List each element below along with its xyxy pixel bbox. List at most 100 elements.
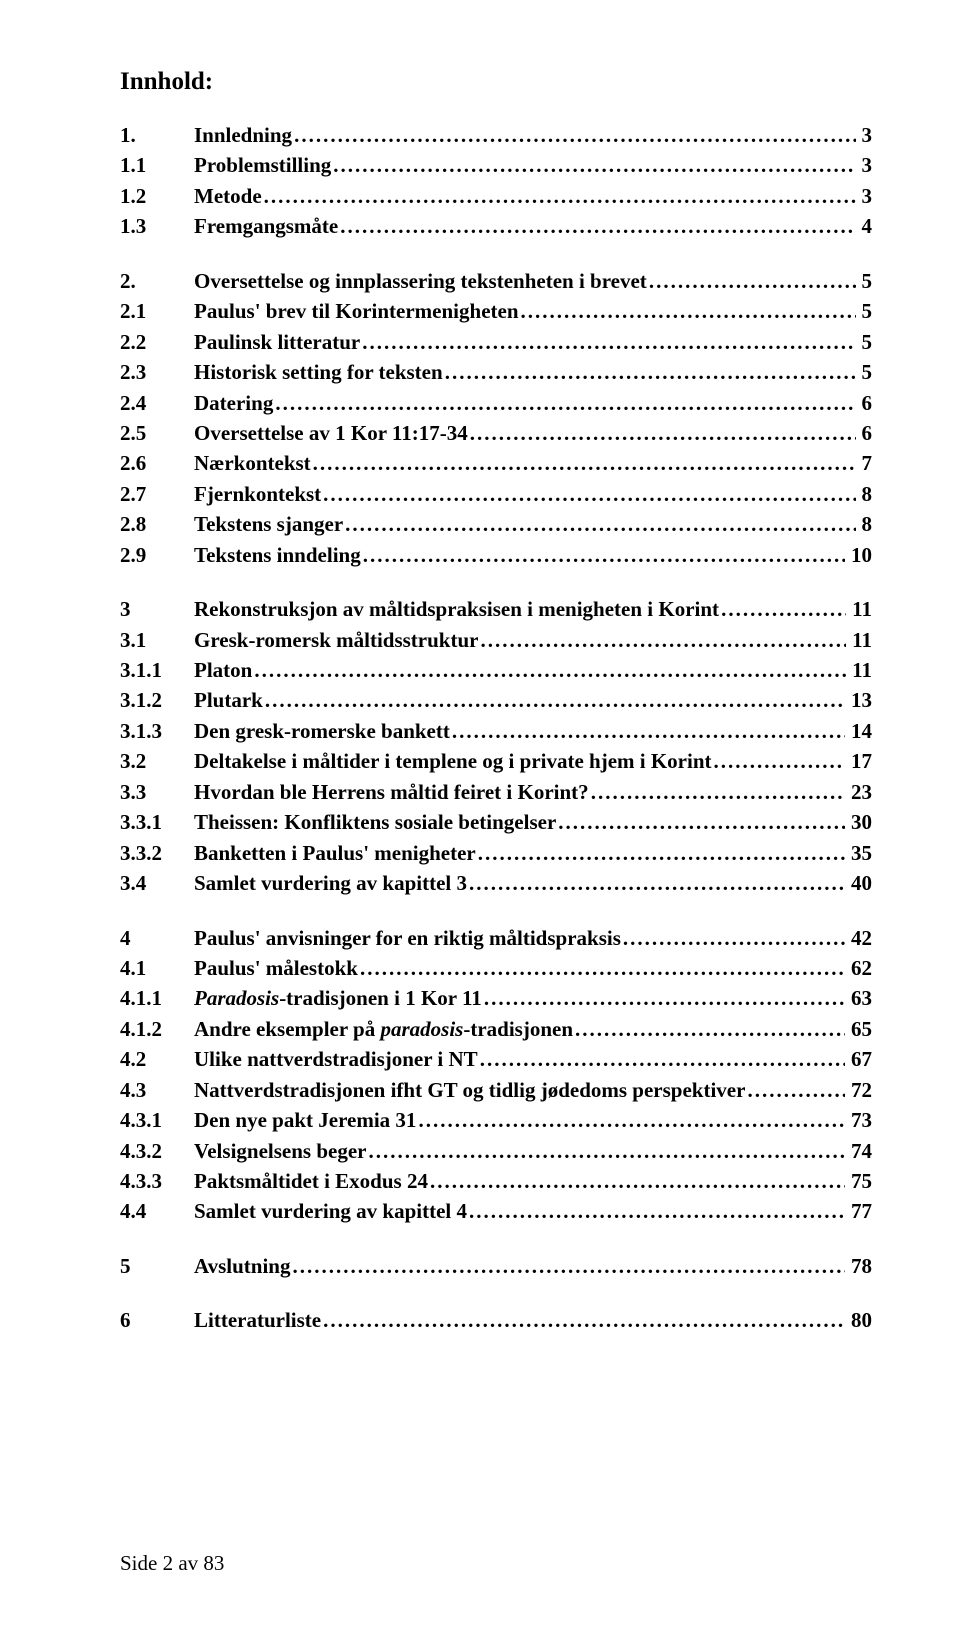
toc-entry-number: 6	[120, 1305, 194, 1335]
toc-entry-label: Fjernkontekst	[194, 479, 321, 509]
toc-entry-page: 30	[847, 807, 872, 837]
toc-entry-page: 6	[858, 418, 873, 448]
toc-entry-number: 4.4	[120, 1196, 194, 1226]
toc-entry-page: 75	[847, 1166, 872, 1196]
toc-leader-dots	[480, 625, 846, 655]
toc-entry-label: Paulus' anvisninger for en riktig måltid…	[194, 923, 621, 953]
toc-row: 2.6Nærkontekst7	[120, 448, 872, 478]
toc-entry-page: 78	[847, 1251, 872, 1281]
toc-entry-label: Gresk-romersk måltidsstruktur	[194, 625, 478, 655]
toc-entry-number: 1.2	[120, 181, 194, 211]
toc-leader-dots	[363, 540, 845, 570]
toc-leader-dots	[264, 181, 856, 211]
toc-leader-dots	[480, 1044, 845, 1074]
toc-entry-number: 3.3.2	[120, 838, 194, 868]
toc-entry-number: 5	[120, 1251, 194, 1281]
toc-entry-number: 3.1.3	[120, 716, 194, 746]
table-of-contents: 1.Innledning31.1Problemstilling31.2Metod…	[120, 120, 872, 1336]
toc-leader-dots	[294, 120, 855, 150]
toc-entry-number: 3.1.1	[120, 655, 194, 685]
toc-entry-page: 7	[858, 448, 873, 478]
toc-leader-dots	[368, 1136, 845, 1166]
toc-leader-dots	[292, 1251, 845, 1281]
toc-entry-number: 3.1.2	[120, 685, 194, 715]
toc-entry-page: 5	[858, 357, 873, 387]
toc-row: 3.3.1Theissen: Konfliktens sosiale betin…	[120, 807, 872, 837]
toc-entry-number: 4.1	[120, 953, 194, 983]
toc-leader-dots	[649, 266, 856, 296]
toc-row: 3.1.2Plutark13	[120, 685, 872, 715]
toc-leader-dots	[445, 357, 856, 387]
toc-leader-dots	[265, 685, 845, 715]
toc-section: 4Paulus' anvisninger for en riktig målti…	[120, 923, 872, 1227]
toc-entry-label: Litteraturliste	[194, 1305, 321, 1335]
toc-row: 3.3Hvordan ble Herrens måltid feiret i K…	[120, 777, 872, 807]
toc-entry-page: 5	[858, 327, 873, 357]
toc-row: 2.Oversettelse og innplassering tekstenh…	[120, 266, 872, 296]
toc-row: 3.1Gresk-romersk måltidsstruktur11	[120, 625, 872, 655]
toc-leader-dots	[275, 388, 855, 418]
toc-row: 2.3Historisk setting for teksten5	[120, 357, 872, 387]
page-title: Innhold:	[120, 68, 872, 96]
toc-entry-number: 4	[120, 923, 194, 953]
toc-entry-page: 5	[858, 296, 873, 326]
toc-leader-dots	[714, 746, 845, 776]
toc-leader-dots	[470, 418, 856, 448]
toc-entry-number: 1.3	[120, 211, 194, 241]
toc-row: 2.2Paulinsk litteratur5	[120, 327, 872, 357]
toc-leader-dots	[323, 1305, 845, 1335]
toc-row: 3.1.3Den gresk-romerske bankett 14	[120, 716, 872, 746]
toc-entry-page: 72	[847, 1075, 872, 1105]
toc-entry-page: 8	[858, 479, 873, 509]
toc-leader-dots	[362, 327, 855, 357]
toc-row: 3.2Deltakelse i måltider i templene og i…	[120, 746, 872, 776]
toc-entry-number: 4.1.2	[120, 1014, 194, 1044]
toc-entry-page: 3	[858, 150, 873, 180]
toc-row: 4.1.1Paradosis-tradisjonen i 1 Kor 1163	[120, 983, 872, 1013]
toc-entry-label: Tekstens sjanger	[194, 509, 343, 539]
toc-leader-dots	[333, 150, 855, 180]
toc-leader-dots	[254, 655, 846, 685]
toc-entry-label: Nærkontekst	[194, 448, 311, 478]
toc-entry-number: 2.4	[120, 388, 194, 418]
toc-entry-number: 1.1	[120, 150, 194, 180]
toc-entry-label: Avslutning	[194, 1251, 290, 1281]
toc-row: 3.4Samlet vurdering av kapittel 340	[120, 868, 872, 898]
toc-row: 1.3Fremgangsmåte4	[120, 211, 872, 241]
toc-entry-page: 65	[847, 1014, 872, 1044]
toc-leader-dots	[721, 594, 846, 624]
toc-row: 4.2Ulike nattverdstradisjoner i NT67	[120, 1044, 872, 1074]
toc-entry-page: 11	[848, 594, 872, 624]
toc-row: 3Rekonstruksjon av måltidspraksisen i me…	[120, 594, 872, 624]
toc-row: 4.3Nattverdstradisjonen ifht GT og tidli…	[120, 1075, 872, 1105]
toc-entry-number: 4.1.1	[120, 983, 194, 1013]
toc-entry-number: 3.4	[120, 868, 194, 898]
toc-leader-dots	[452, 716, 845, 746]
toc-leader-dots	[469, 1196, 845, 1226]
toc-row: 4.4Samlet vurdering av kapittel 477	[120, 1196, 872, 1226]
toc-entry-number: 3.3	[120, 777, 194, 807]
toc-entry-label: Den nye pakt Jeremia 31	[194, 1105, 416, 1135]
toc-row: 3.1.1Platon11	[120, 655, 872, 685]
toc-entry-label: Ulike nattverdstradisjoner i NT	[194, 1044, 478, 1074]
toc-entry-page: 73	[847, 1105, 872, 1135]
toc-entry-label: Tekstens inndeling	[194, 540, 361, 570]
toc-entry-page: 23	[847, 777, 872, 807]
toc-entry-label: Hvordan ble Herrens måltid feiret i Kori…	[194, 777, 589, 807]
toc-entry-page: 4	[858, 211, 873, 241]
toc-entry-number: 3.1	[120, 625, 194, 655]
toc-entry-label: Oversettelse og innplassering tekstenhet…	[194, 266, 647, 296]
toc-row: 2.7Fjernkontekst8	[120, 479, 872, 509]
toc-entry-label: Samlet vurdering av kapittel 4	[194, 1196, 467, 1226]
toc-entry-number: 2.8	[120, 509, 194, 539]
toc-entry-label: Rekonstruksjon av måltidspraksisen i men…	[194, 594, 719, 624]
toc-entry-page: 63	[847, 983, 872, 1013]
toc-entry-page: 11	[848, 655, 872, 685]
toc-leader-dots	[558, 807, 845, 837]
toc-entry-label: Plutark	[194, 685, 263, 715]
toc-entry-page: 14	[847, 716, 872, 746]
toc-entry-number: 2.9	[120, 540, 194, 570]
toc-entry-number: 4.3.3	[120, 1166, 194, 1196]
toc-entry-label: Den gresk-romerske bankett	[194, 716, 450, 746]
toc-entry-page: 35	[847, 838, 872, 868]
